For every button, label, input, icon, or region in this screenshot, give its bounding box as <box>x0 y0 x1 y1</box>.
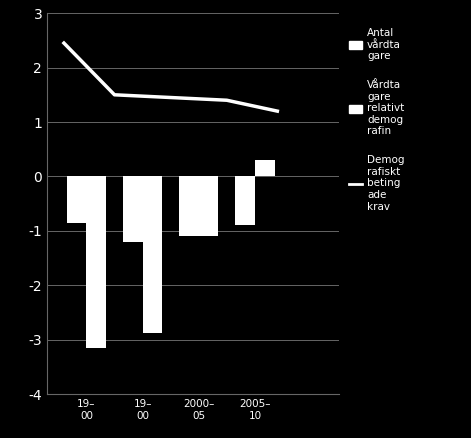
Bar <box>123 177 143 242</box>
Legend: Antal
vårdta
gare, Vårdta
gare
relativt
demog
rafin, Demog
rafiskt
beting
ade
kr: Antal vårdta gare, Vårdta gare relativt … <box>347 26 406 214</box>
Bar <box>179 177 199 237</box>
Bar <box>67 177 86 223</box>
Bar <box>255 160 275 177</box>
Bar <box>143 177 162 333</box>
Bar <box>86 177 106 348</box>
Bar <box>235 177 255 226</box>
Bar <box>199 177 219 237</box>
